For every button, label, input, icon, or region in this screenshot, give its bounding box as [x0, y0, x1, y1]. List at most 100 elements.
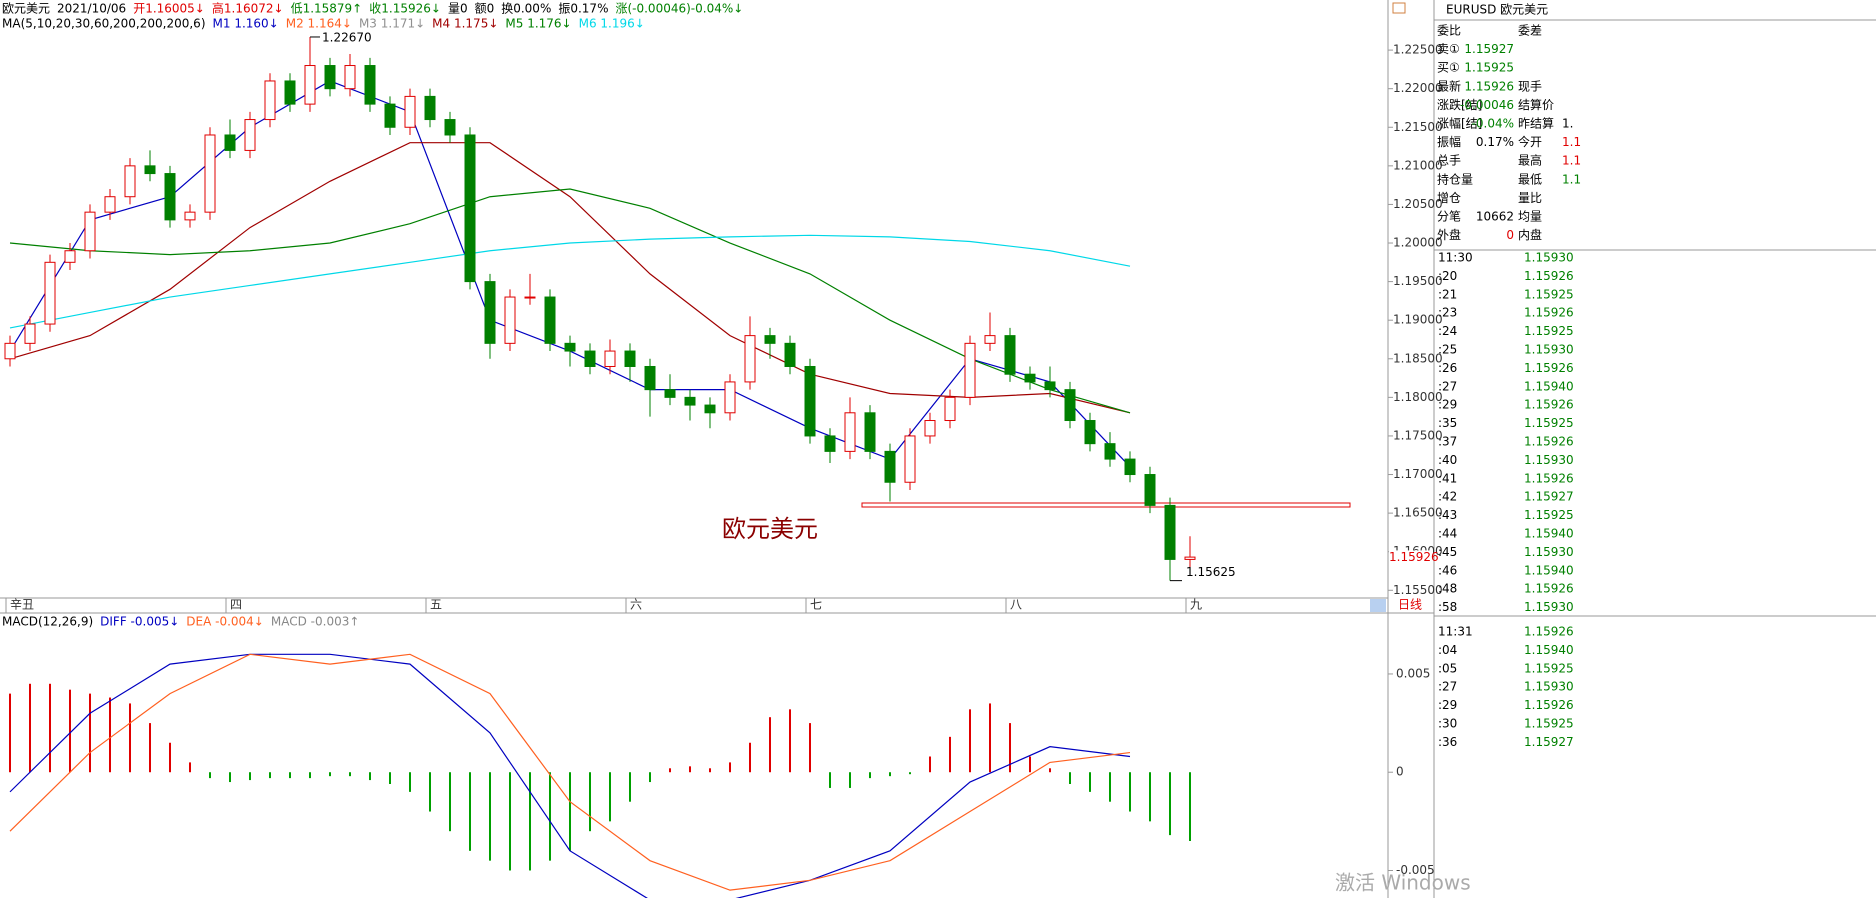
tick-time: :04	[1438, 643, 1457, 657]
candle-body	[1104, 443, 1116, 460]
chart-name: 欧元美元	[722, 515, 818, 543]
tick-price: 1.15925	[1524, 324, 1574, 338]
tick-time: :41	[1438, 471, 1457, 485]
candle-body	[464, 134, 476, 283]
quote-value: -0.00046	[1460, 98, 1514, 112]
header-field: 2021/10/06	[57, 2, 126, 16]
candle-body	[1124, 458, 1136, 476]
y-tick-label: 1.22500	[1393, 43, 1443, 57]
candle-body	[584, 350, 596, 367]
x-tick-label: 六	[630, 598, 642, 612]
tick-time: 11:31	[1438, 625, 1473, 639]
lock-icon[interactable]	[1392, 2, 1406, 14]
ma-line	[9, 142, 1131, 414]
tick-price: 1.15925	[1524, 717, 1574, 731]
y-tick-label: 1.16500	[1393, 506, 1443, 520]
tick-price: 1.15926	[1524, 306, 1574, 320]
quote-label: 总手	[1437, 154, 1461, 168]
header-field: 高1.16072↓	[212, 1, 284, 16]
tick-time: :58	[1438, 600, 1457, 614]
quote-value: 1.15926	[1464, 79, 1514, 93]
tick-time: :21	[1438, 287, 1457, 301]
candle-body	[644, 365, 656, 391]
tick-time: :27	[1438, 379, 1457, 393]
quote-label: 分笔	[1437, 209, 1461, 224]
tick-time: :29	[1438, 398, 1457, 412]
candle-body	[64, 250, 76, 263]
tick-price: 1.15926	[1524, 471, 1574, 485]
candle-body	[424, 95, 436, 121]
tick-time: :25	[1438, 343, 1457, 357]
tick-time: :23	[1438, 306, 1457, 320]
candle-body	[904, 435, 916, 483]
header-field: 换0.00%	[501, 2, 551, 16]
candle-body	[364, 65, 376, 105]
quote-label: 昨结算	[1518, 116, 1554, 131]
candle-body	[984, 335, 996, 344]
candle-body	[204, 134, 216, 213]
candle-body	[1024, 373, 1036, 383]
tick-time: :37	[1438, 435, 1457, 449]
legend-entry: M3 1.171↓	[359, 17, 425, 31]
candle-body	[224, 134, 236, 151]
candle-body	[564, 342, 576, 352]
y-tick-label: 1.18500	[1393, 351, 1443, 365]
header-field: 开1.16005↓	[133, 2, 205, 16]
candle-body	[124, 165, 136, 198]
quote-label: 持仓量	[1437, 171, 1473, 186]
tick-time: :29	[1438, 698, 1457, 712]
y-tick-label: 1.19500	[1393, 274, 1443, 288]
candle-body	[964, 342, 976, 398]
candle-body	[864, 412, 876, 452]
macd-line	[9, 653, 1131, 891]
y-tick-label: 1.21500	[1393, 120, 1443, 134]
tick-price: 1.15930	[1524, 545, 1574, 559]
candle-body	[604, 350, 616, 367]
quote-value: 10662	[1476, 210, 1514, 224]
tick-time: :24	[1438, 324, 1457, 338]
header-field: 额0	[475, 2, 495, 16]
quote-label: 内盘	[1518, 227, 1542, 242]
tick-time: :26	[1438, 361, 1457, 375]
legend-entry: M4 1.175↓	[432, 17, 498, 31]
candle-body	[4, 342, 16, 360]
legend-entry: MACD -0.003↑	[271, 615, 360, 629]
header-field: 振0.17%	[558, 2, 608, 16]
drawn-support-line[interactable]	[861, 502, 1351, 508]
quote-label: 买①	[1437, 61, 1460, 75]
candle-body	[624, 350, 636, 367]
y-tick-label: 1.20500	[1393, 197, 1443, 211]
candle-body	[304, 65, 316, 105]
candle-body	[824, 435, 836, 452]
quote-value: -0.04%	[1472, 117, 1514, 131]
y-tick-label: -0.005	[1396, 863, 1435, 877]
header-field: 收1.15926↓	[369, 2, 441, 16]
quote-label: 最低	[1518, 172, 1542, 186]
x-tick-label: 九	[1190, 598, 1202, 612]
quote-label: 振幅	[1437, 134, 1461, 149]
candle-body	[324, 65, 336, 90]
y-tick-label: 1.17500	[1393, 428, 1443, 442]
candle-body	[1044, 381, 1056, 391]
quote-label: 外盘	[1437, 227, 1461, 242]
tick-time: 11:30	[1438, 251, 1473, 265]
tick-price: 1.15940	[1524, 643, 1574, 657]
quote-value: 0	[1506, 228, 1514, 242]
candle-body	[164, 173, 176, 221]
tick-price: 1.15925	[1524, 508, 1574, 522]
tick-time: :48	[1438, 582, 1457, 596]
y-tick-label: 1.21000	[1393, 158, 1443, 172]
quote-label: 量比	[1518, 191, 1542, 205]
scroll-box[interactable]	[1370, 599, 1386, 612]
quote-label: 最新	[1437, 78, 1461, 93]
tick-price: 1.15926	[1524, 625, 1574, 639]
macd-title: MACD(12,26,9)	[2, 615, 93, 629]
x-tick-label: 辛丑	[10, 598, 34, 612]
low-label: 1.15625	[1186, 565, 1236, 579]
candle-body	[1164, 504, 1176, 560]
candle-body	[384, 103, 396, 128]
candle-body	[444, 119, 456, 136]
candle-body	[744, 335, 756, 383]
